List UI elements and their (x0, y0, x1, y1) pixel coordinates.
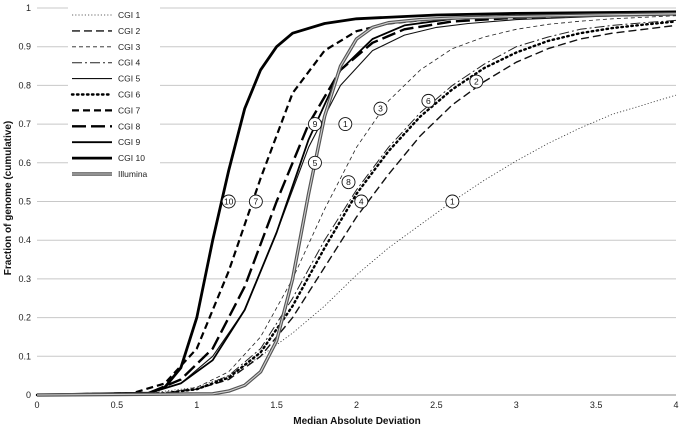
y-tick-label: 1 (26, 3, 31, 13)
y-tick-label: 0.8 (18, 80, 31, 90)
x-tick-label: 3.5 (590, 400, 603, 410)
x-tick-label: 2.5 (430, 400, 443, 410)
annotation-marker (373, 101, 388, 116)
y-tick-label: 0.7 (18, 119, 31, 129)
x-axis-label: Median Absolute Deviation (293, 416, 420, 427)
legend-label: CGI 1 (118, 10, 140, 20)
annotation-label: 3 (378, 104, 383, 114)
y-tick-label: 0.4 (18, 235, 31, 245)
annotation-label: 1 (450, 197, 455, 207)
y-tick-label: 0.2 (18, 313, 31, 323)
legend-label: CGI 4 (118, 58, 140, 68)
legend-label: CGI 8 (118, 121, 140, 131)
x-tick-label: 2 (354, 400, 359, 410)
annotation-marker (341, 175, 356, 190)
legend-label: CGI 3 (118, 42, 140, 52)
y-tick-label: 0.1 (18, 351, 31, 361)
series-lines (35, 10, 678, 397)
y-axis-label: Fraction of genome (cumulative) (3, 121, 14, 275)
x-tick-label: 3 (514, 400, 519, 410)
series-line-cgi-6 (35, 20, 678, 397)
annotation-marker (308, 117, 322, 132)
legend-label: Illumina (118, 169, 148, 179)
y-tick-labels: 0 0.1 0.2 0.3 0.4 0.5 0.6 0.7 0.8 0.9 1 (18, 3, 31, 400)
series-line-cgi-5 (36, 14, 677, 396)
annotation-label: 7 (253, 197, 258, 207)
curve-annotations: 1 2 3 4 5 6 7 8 9 10 1 (221, 74, 484, 209)
annotation-label: 2 (474, 77, 479, 87)
legend-label: CGI 6 (118, 90, 140, 100)
annotation-marker (421, 93, 436, 108)
legend-label: CGI 5 (118, 74, 140, 84)
legend-label: CGI 7 (118, 105, 140, 115)
annotation-label: 9 (313, 119, 318, 129)
legend-label: CGI 10 (118, 153, 145, 163)
annotation-label: 4 (359, 197, 364, 207)
y-tick-label: 0 (26, 390, 31, 400)
legend-label: CGI 9 (118, 137, 140, 147)
series-line-cgi-3 (36, 15, 677, 396)
x-tick-label: 0 (34, 400, 39, 410)
y-tick-label: 0.3 (18, 274, 31, 284)
legend-label: CGI 2 (118, 26, 140, 36)
annotation-label: 8 (346, 177, 351, 187)
x-tick-label: 1 (194, 400, 199, 410)
annotation-label: 1 (343, 119, 348, 129)
annotation-marker (248, 194, 263, 209)
x-tick-label: 4 (673, 400, 678, 410)
y-tick-label: 0.9 (18, 42, 31, 52)
series-line-illumina-inner (36, 13, 677, 396)
annotation-marker (338, 117, 353, 132)
annotation-marker (354, 194, 369, 209)
annotation-label: 10 (224, 197, 234, 207)
x-tick-labels: 0 0.5 1 1.5 2 2.5 3 3.5 4 (34, 400, 678, 410)
series-line-cgi-2 (36, 24, 677, 396)
annotation-marker (445, 194, 460, 209)
annotation-label: 6 (426, 96, 431, 106)
annotation-marker (469, 74, 484, 89)
x-tick-label: 0.5 (111, 400, 124, 410)
series-line-cgi-1 (36, 94, 677, 396)
series-line-cgi-4 (36, 19, 677, 396)
annotation-label: 5 (313, 158, 318, 168)
series-line-cgi-10 (36, 10, 677, 397)
annotation-marker (308, 155, 322, 170)
x-tick-label: 1.5 (270, 400, 283, 410)
annotation-marker (221, 194, 236, 209)
legend: CGI 1 CGI 2 CGI 3 CGI 4 CGI 5 CGI 6 CGI 7 CGI 8… (68, 7, 160, 184)
y-tick-label: 0.6 (18, 158, 31, 168)
y-tick-label: 0.5 (18, 197, 31, 207)
